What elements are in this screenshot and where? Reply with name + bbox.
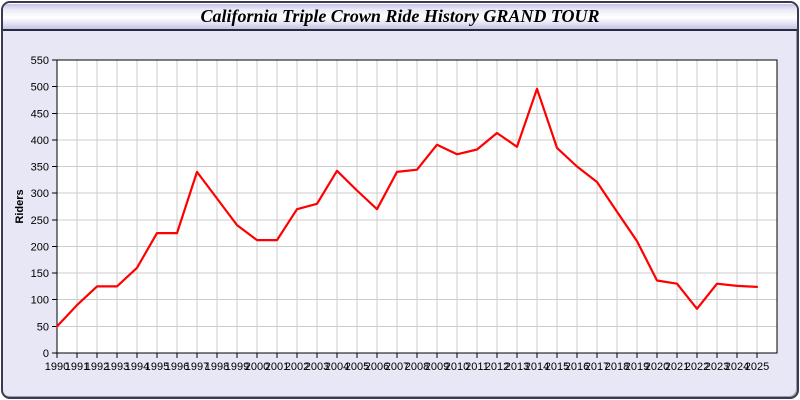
y-tick-label: 0 (43, 348, 49, 360)
y-tick-label: 250 (31, 215, 49, 227)
chart-region: 0 50 100 150 200 250 300 350 400 450 500 550 1990 199… (3, 31, 797, 397)
x-tick-label: 1995 (145, 361, 169, 373)
x-tick-label: 2015 (545, 361, 569, 373)
x-tick-label: 2017 (585, 361, 609, 373)
x-tick-label: 2005 (345, 361, 369, 373)
x-tick-label: 2002 (285, 361, 309, 373)
x-tick-label: 2020 (645, 361, 669, 373)
x-tick-label: 1992 (85, 361, 109, 373)
y-tick-label: 200 (31, 241, 49, 253)
chart-title: California Triple Crown Ride History GRA… (200, 5, 600, 26)
y-tick-label: 150 (31, 268, 49, 280)
y-tick-label: 100 (31, 295, 49, 307)
x-tick-label: 2010 (445, 361, 469, 373)
y-tick-label: 550 (31, 55, 49, 67)
x-tick-label: 2003 (305, 361, 329, 373)
x-tick-label: 2016 (565, 361, 589, 373)
y-tick-label: 350 (31, 162, 49, 174)
chart-title-bar: California Triple Crown Ride History GRA… (3, 3, 797, 31)
x-tick-label: 2021 (665, 361, 689, 373)
x-tick-label: 2001 (265, 361, 289, 373)
x-tick-label: 2022 (685, 361, 709, 373)
x-tick-label: 1997 (185, 361, 209, 373)
x-tick-label: 1991 (65, 361, 89, 373)
x-tick-label: 2000 (245, 361, 269, 373)
x-tick-label: 2004 (325, 361, 349, 373)
x-tick-label: 2011 (465, 361, 489, 373)
x-tick-label: 2019 (625, 361, 649, 373)
y-tick-label: 500 (31, 82, 49, 94)
x-tick-label: 2007 (385, 361, 409, 373)
y-tick-label: 450 (31, 108, 49, 120)
x-tick-label: 2018 (605, 361, 629, 373)
y-tick-label: 50 (37, 321, 49, 333)
y-tick-label: 300 (31, 188, 49, 200)
y-tick-label: 400 (31, 135, 49, 147)
x-tick-label: 1990 (45, 361, 69, 373)
x-tick-label: 2023 (705, 361, 729, 373)
x-tick-label: 1999 (225, 361, 249, 373)
x-tick-label: 2025 (745, 361, 769, 373)
riders-line-chart: 0501001502002503003504004505005501990199… (14, 55, 778, 373)
x-tick-label: 2006 (365, 361, 389, 373)
x-tick-label: 1994 (125, 361, 149, 373)
x-tick-label: 1996 (165, 361, 189, 373)
x-tick-label: 2008 (405, 361, 429, 373)
x-tick-label: 1993 (105, 361, 129, 373)
x-tick-label: 2013 (505, 361, 529, 373)
x-tick-label: 1998 (205, 361, 229, 373)
y-axis-label: Riders (14, 189, 26, 223)
x-tick-label: 2012 (485, 361, 509, 373)
x-tick-label: 2014 (525, 361, 549, 373)
riders-series-line (55, 87, 759, 328)
x-tick-label: 2024 (725, 361, 749, 373)
x-tick-label: 2009 (425, 361, 449, 373)
